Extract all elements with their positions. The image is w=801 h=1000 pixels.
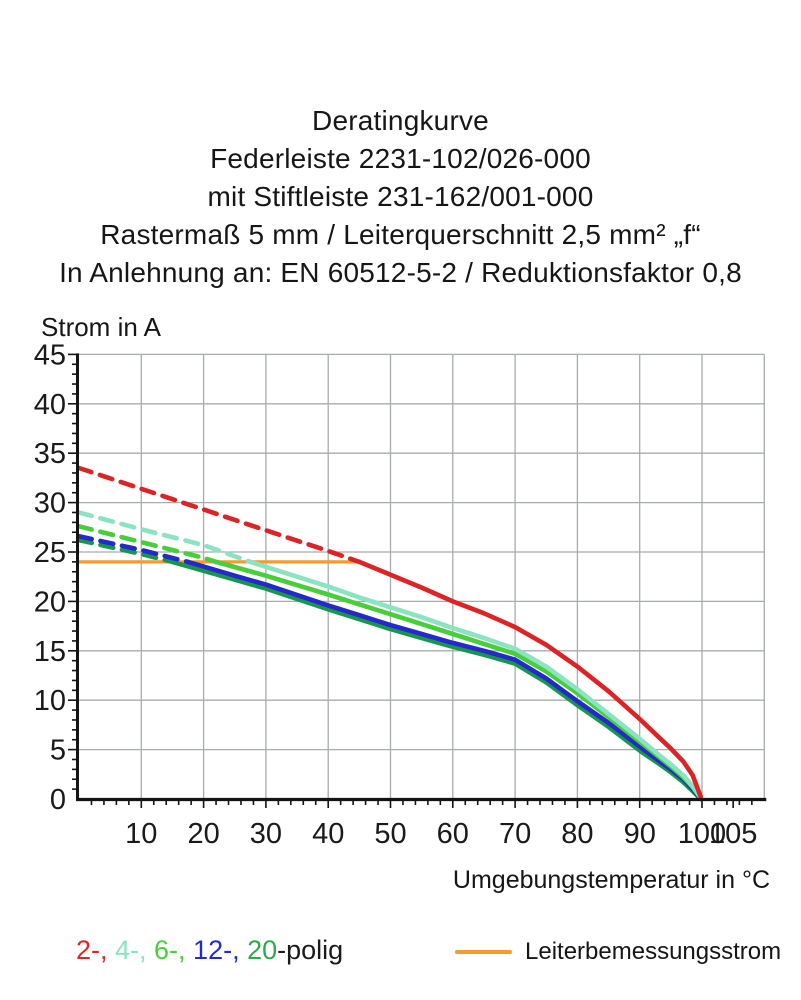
y-tick-label: 45 — [34, 340, 66, 371]
curve-dashed-2-polig — [76, 465, 362, 565]
x-tick-label: 60 — [437, 818, 469, 850]
legend-rated-current: Leiterbemessungsstrom — [455, 938, 781, 966]
rated-current-line-swatch — [455, 950, 512, 954]
curve-dashed-12-polig — [76, 533, 191, 565]
y-tick-label: 25 — [34, 537, 66, 569]
y-tick-label: 35 — [34, 438, 66, 470]
curve-dashed-6-polig — [76, 524, 219, 565]
y-tick-label: 10 — [34, 685, 66, 717]
x-tick-label: 30 — [250, 818, 282, 850]
legend-pole-20: 20 — [247, 935, 278, 965]
y-tick-label: 40 — [34, 389, 66, 421]
title-line-4: Rastermaß 5 mm / Leiterquerschnitt 2,5 m… — [100, 219, 701, 250]
derating-chart: 0 5 10 15 20 25 30 35 40 45 10 20 30 40 50 60 70 80 90 1001… — [34, 340, 767, 850]
curve-dashed-20-polig — [76, 537, 175, 565]
x-tick-label: 10 — [125, 818, 157, 850]
x-tick-label: 70 — [499, 818, 531, 850]
y-tick-label: 30 — [34, 488, 66, 520]
y-tick-label: 0 — [50, 784, 66, 816]
title-line-5: In Anlehnung an: EN 60512-5-2 / Reduktio… — [59, 257, 742, 288]
x-tick-label: 50 — [374, 818, 406, 850]
title-line-2: Federleiste 2231-102/026-000 — [210, 143, 591, 174]
legend-pole-suffix: -polig — [277, 935, 344, 965]
x-tick-label: 100 — [678, 818, 726, 850]
x-axis-title: Umgebungstemperatur in °C — [452, 866, 770, 894]
x-tick-label: 20 — [187, 818, 219, 850]
legend-pole-2: 2-, — [76, 935, 116, 965]
chart-title-block: Deratingkurve Federleiste 2231-102/026-0… — [0, 102, 801, 292]
legend-poles: 2-, 4-, 6-, 12-, 20-polig — [76, 934, 343, 966]
legend-pole-12: 12-, — [193, 935, 248, 965]
title-line-3: mit Stiftleiste 231-162/001-000 — [207, 181, 594, 212]
x-tick-label: 90 — [624, 818, 656, 850]
title-line-1: Deratingkurve — [312, 105, 489, 136]
legend-pole-6: 6-, — [154, 935, 194, 965]
rated-current-label: Leiterbemessungsstrom — [525, 938, 782, 965]
y-axis-title: Strom in A — [41, 312, 161, 342]
y-tick-label: 5 — [50, 735, 66, 767]
legend-pole-4: 4-, — [115, 935, 155, 965]
y-tick-label: 20 — [34, 586, 66, 618]
curve-solid-4-polig — [248, 559, 704, 801]
x-tick-label: 40 — [312, 818, 344, 850]
curve-solid-20-polig — [170, 559, 704, 802]
x-tick-label: 80 — [561, 818, 593, 850]
curve-solid-2-polig — [357, 559, 704, 800]
curve-dashed-4-polig — [76, 510, 253, 565]
y-tick-label: 15 — [34, 636, 66, 668]
x-tick-label: 105 — [709, 818, 757, 850]
